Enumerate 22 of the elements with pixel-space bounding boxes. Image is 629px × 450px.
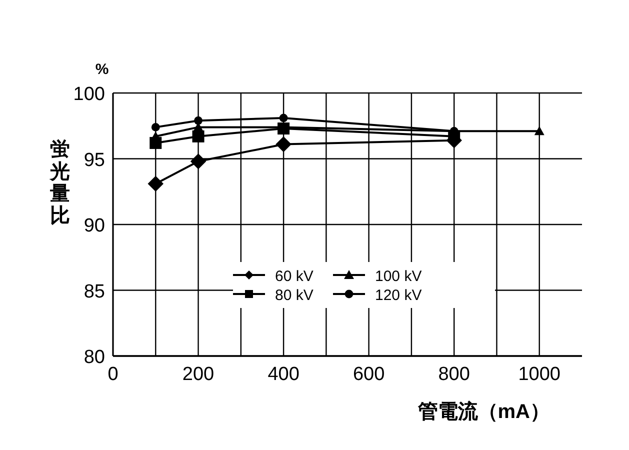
y-tick-label: 95 (84, 150, 105, 171)
x-axis-title: 管電流（mA） (416, 400, 550, 423)
legend-label: 100 kV (375, 268, 422, 285)
point (151, 122, 160, 132)
x-tick-label: 0 (108, 364, 118, 385)
x-tick-label: 600 (352, 364, 385, 385)
y-tick-label: 80 (84, 347, 105, 368)
legend-label: 60 kV (275, 268, 314, 285)
y-axis-title: 蛍光量比 (49, 139, 70, 227)
point (279, 114, 288, 122)
x-tick-label: 1000 (518, 364, 561, 385)
y-tick-label: 85 (84, 281, 105, 302)
y-tick-label: 90 (84, 216, 105, 236)
legend-label: 120 kV (375, 287, 422, 304)
x-tick-label: 400 (268, 364, 300, 385)
point (534, 126, 544, 136)
legend-label: 80 kV (275, 287, 314, 304)
y-tick-label: 100 (73, 84, 105, 105)
x-tick-label: 800 (438, 364, 470, 385)
point (194, 116, 202, 125)
x-tick-label: 200 (182, 364, 214, 385)
text: % (95, 61, 109, 78)
